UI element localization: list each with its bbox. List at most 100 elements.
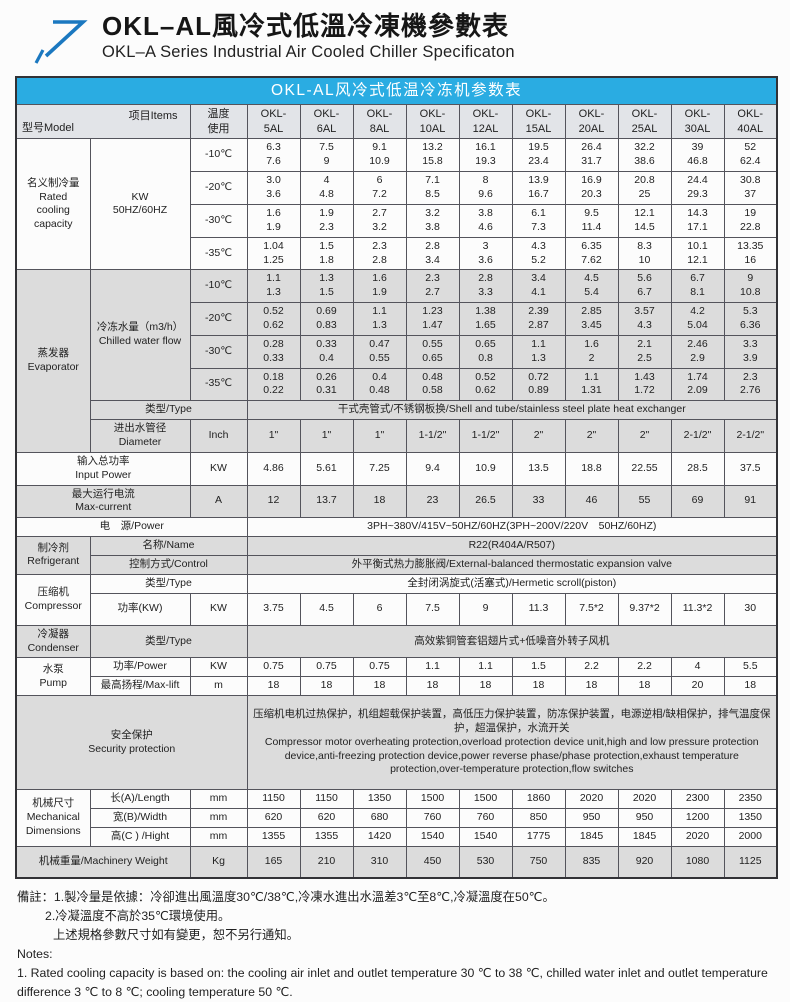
table-cell: 32.2 38.6 (617, 138, 672, 173)
table-cell: 18 (352, 484, 407, 519)
cell-line: 1.6 (584, 337, 599, 350)
cell-line: 2.7 (372, 206, 387, 219)
table-cell: 450 (405, 845, 460, 879)
table-row: -35℃ 0.18 0.22 0.26 0.31 0.4 0.48 0.48 0.58 0.52 0… (16, 367, 778, 402)
table-cell: 4.3 5.2 (511, 236, 566, 271)
cell-line: 4.3 (637, 318, 652, 331)
table-cell: 950 (564, 807, 619, 828)
cell-line: 5.2 (531, 253, 546, 266)
table-cell: 0.75 (299, 657, 354, 678)
cell-line: 0.52 (475, 370, 496, 383)
cell-line: 3 (482, 239, 489, 252)
corner-cell: 型号Model 项目Items (15, 104, 191, 140)
cell-line: 10.8 (740, 286, 761, 299)
table-cell: 1.04 1.25 (246, 236, 301, 271)
table-cell: 8.3 10 (617, 236, 672, 271)
cell-line: 0.58 (422, 384, 443, 397)
cell-line: 3.2 (372, 220, 387, 233)
cell-line: R22(R404A/R507) (468, 539, 555, 552)
cell-line: 0.62 (263, 318, 284, 331)
cell-line: 10 (638, 253, 651, 266)
table-cell: 760 (405, 807, 460, 828)
temp-label: -35℃ (189, 367, 248, 402)
cell-line: 控制方式/Control (129, 557, 208, 570)
table-cell: 835 (564, 845, 619, 879)
cell-line: 9 (482, 602, 489, 615)
table-cell: 1.1 (405, 657, 460, 678)
cell-line: 1.1 (531, 337, 546, 350)
cell-line: 55 (638, 494, 651, 507)
table-cell: 2.2 (564, 657, 619, 678)
cell-line: 压缩机电机过热保护，机组超载保护装置，高低压力保护装置，防冻保护装置，电源逆相/… (253, 707, 771, 734)
table-cell: 530 (458, 845, 513, 879)
table-cell: 1.1 (458, 657, 513, 678)
table-cell: 0.75 (352, 657, 407, 678)
cell-line: 1.23 (422, 305, 443, 318)
table-cell: 2.8 3.3 (458, 269, 513, 304)
cell-line: 功率/Power (113, 660, 167, 673)
cell-line: 4 (694, 660, 701, 673)
table-cell: 3 3.6 (458, 236, 513, 271)
cell-line: 18 (532, 679, 545, 692)
cell-line: 1.25 (263, 253, 284, 266)
cell-line: Inch (208, 429, 229, 442)
cell-line: OKL- (419, 108, 446, 121)
note-line: 備註：1.製冷量是依據：冷卻進出風溫度30℃/38℃,冷凍水進出水溫差3℃至8℃… (17, 890, 555, 905)
cell-line: 5.5 (742, 660, 758, 673)
cell-line: 0.22 (263, 384, 284, 397)
cell-line: 2300 (685, 792, 710, 805)
table-cell: 680 (352, 807, 407, 828)
cell-line: 1.1 (584, 370, 599, 383)
model-header: OKL- 25AL (617, 104, 672, 140)
table-cell: 950 (617, 807, 672, 828)
cell-line: 12 (267, 494, 280, 507)
cell-line: 18.8 (581, 461, 602, 474)
unit-label: KW (189, 592, 248, 626)
note-line: Notes: (17, 947, 53, 962)
cell-line: 2.8 (372, 253, 387, 266)
model-header: OKL- 6AL (299, 104, 354, 140)
cell-line: 干式壳管式/不锈钢板换/Shell and tube/stainless ste… (337, 403, 686, 416)
cell-line: 7.62 (581, 253, 602, 266)
cell-line: 2-1/2" (736, 429, 765, 442)
table-row: 水泵 Pump 功率/Power KW 0.75 0.75 0.75 1.1 1.1 1.5 2.2… (15, 657, 778, 697)
table-cell: 1500 (458, 789, 513, 809)
table-cell: 28.5 (670, 451, 725, 486)
table-row: -30℃ 0.28 0.33 0.33 0.4 0.47 0.55 0.55 0.65 0.65 0… (16, 334, 778, 369)
table-cell: 19.5 23.4 (511, 138, 566, 173)
table-cell: 16.1 19.3 (458, 138, 513, 173)
cell-line: 3.4 (531, 272, 546, 285)
cell-line: 4.2 (690, 305, 705, 318)
cell-line: 1-1/2" (471, 429, 500, 442)
cell-line: 4.1 (531, 286, 546, 299)
span-value: 高效紫铜管套铝翅片式+低噪音外转子风机 (246, 624, 778, 659)
cell-line: KW (210, 602, 227, 615)
table-cell: 4.5 (299, 592, 354, 626)
cell-line: 23 (426, 494, 439, 507)
table-cell: 13.2 15.8 (405, 138, 460, 173)
cell-line: 1860 (526, 792, 551, 805)
table-cell: 1355 (246, 826, 301, 847)
table-cell: 1.74 2.09 (670, 367, 725, 402)
cell-line: 4.6 (478, 220, 493, 233)
cell-line: 1" (374, 429, 385, 442)
cell-line: 0.33 (316, 337, 337, 350)
cell-line: -30℃ (205, 213, 232, 226)
table-row: 安全保护 Security protection 压缩机电机过热保护，机组超载保护装… (15, 695, 778, 791)
table-cell: 2.2 (617, 657, 672, 678)
cell-line: 1.6 (266, 206, 281, 219)
table-cell: 2020 (564, 789, 619, 809)
cell-line: 使用 (207, 122, 230, 135)
item-label: 高(C ) /Hight (89, 826, 191, 847)
cell-line: 冷凝器 (37, 627, 70, 640)
table-cell: 1.23 1.47 (405, 302, 460, 336)
cell-line: 3.6 (266, 188, 281, 201)
cell-line: 7.2 (372, 188, 387, 201)
cell-line: 2.09 (687, 384, 708, 397)
table-cell: 13.35 16 (723, 236, 778, 271)
table-cell: 6 7.2 (352, 171, 407, 205)
cell-line: 12.1 (687, 253, 708, 266)
cell-line: 0.89 (528, 384, 549, 397)
cell-line: 0.75 (263, 660, 284, 673)
cell-line: KW (131, 190, 149, 203)
